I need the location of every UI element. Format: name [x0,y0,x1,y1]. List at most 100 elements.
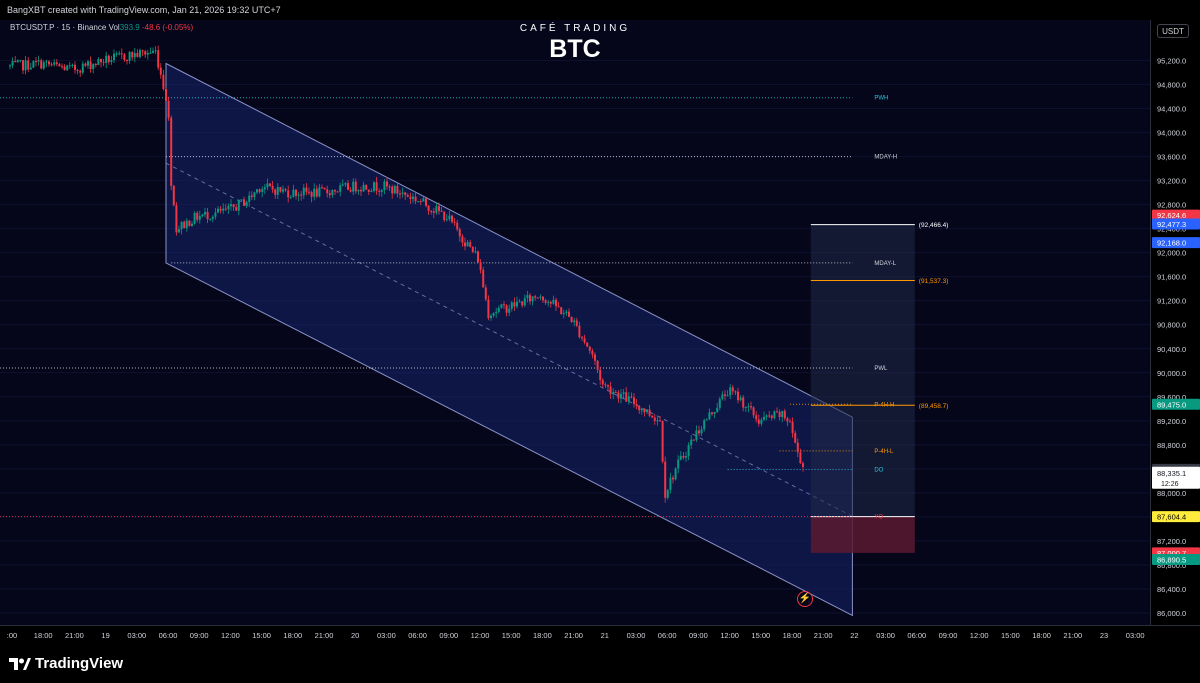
time-tick: 19 [101,631,109,640]
candle-body [601,379,604,385]
price-tick: 92,000.0 [1157,249,1186,258]
candle-body [770,415,773,419]
candle-body [482,269,485,288]
lightning-icon[interactable]: ⚡ [797,591,813,607]
price-tick: 87,200.0 [1157,537,1186,546]
candle-body [638,405,641,411]
candle-body [279,187,282,192]
time-axis[interactable]: :00 18:00 21:00 19 03:00 06:00 09:00 12:00 15:00… [0,625,1200,643]
candle-body [625,392,628,402]
candle-body [185,220,188,229]
candle-body [313,188,316,197]
candle-body [24,60,27,71]
time-tick: 12:00 [970,631,989,640]
candle-body [40,60,43,69]
topbar: BangXBT created with TradingView.com, Ja… [0,0,1200,20]
candle-body [141,50,144,52]
candle-body [531,296,534,302]
candle-body [167,100,170,118]
candle-body [250,195,253,198]
candle-body [427,205,430,211]
candle-body [375,182,378,191]
chart-area[interactable]: (92,466.4) (91,537.3) (89,458.7) PWH MDAY-H M… [0,20,1150,625]
time-tick: 12:00 [471,631,490,640]
price-axis-canvas: 95,200.0 94,800.0 94,400.0 94,000.0 93,600.0… [1152,57,1200,618]
candle-body [318,187,321,197]
time-tick: 18:00 [34,631,53,640]
candle-body [477,251,479,263]
candle-body [666,490,669,498]
currency-button[interactable]: USDT [1157,24,1189,38]
axis-price-tag-label: 92,477.3 [1157,220,1186,229]
candle-body [474,251,477,253]
price-tick: 94,400.0 [1157,105,1186,114]
candle-body [261,189,264,192]
price-tick: 94,000.0 [1157,129,1186,138]
time-tick: 21:00 [1063,631,1082,640]
target-zone [810,224,915,517]
candle-body [773,411,776,419]
candle-body [328,193,331,196]
candle-body [71,64,74,66]
candle-body [198,215,201,220]
candle-body [84,63,87,66]
candle-body [500,304,503,308]
target-label: (91,537.3) [919,278,949,285]
countdown-label: 12:26 [1161,481,1179,488]
candle-body [614,391,617,393]
tradingview-logo[interactable]: TradingView [9,655,123,672]
legend-symbol: BTCUSDT.P · 15 · Binance [10,23,107,32]
candle-body [310,192,313,197]
candle-body [32,60,35,68]
candle-body [586,342,589,347]
candle-body [102,62,105,64]
candle-body [248,195,251,202]
candle-body [789,421,791,423]
candle-body [544,300,547,303]
price-axis[interactable]: USDT 95,200.0 94,800.0 94,400.0 94,000.0 93,… [1150,20,1200,625]
candle-body [568,311,570,317]
candle-body [713,412,716,414]
candle-body [284,189,287,191]
candle-body [799,452,802,464]
candle-body [302,187,305,196]
time-axis-canvas: :00 18:00 21:00 19 03:00 06:00 09:00 12:00 15:00… [7,631,1145,640]
price-tick: 90,400.0 [1157,345,1186,354]
candle-body [297,194,300,196]
candle-body [640,408,643,411]
candle-body [594,354,596,361]
symbol-legend[interactable]: BTCUSDT.P · 15 · Binance Vol393.9 -48.6 … [10,23,193,32]
candle-body [620,393,622,399]
candle-body [560,307,563,315]
candle-body [622,392,625,394]
candle-body [490,315,492,319]
candle-body [768,415,771,417]
candle-body [555,299,557,307]
axis-price-tag [1152,218,1200,230]
chart-canvas[interactable]: (92,466.4) (91,537.3) (89,458.7) PWH MDAY-H M… [0,20,1150,625]
candle-body [214,212,217,217]
candle-body [14,60,17,63]
candle-body [396,185,399,194]
legend-change: -48.6 (-0.05%) [141,23,194,32]
axis-price-tag [1152,398,1200,410]
candle-body [672,477,674,480]
candle-body [776,411,778,413]
candle-body [630,396,633,398]
candle-body [263,187,266,190]
candle-body [193,212,196,224]
candle-body [365,184,368,190]
candle-body [510,302,513,309]
candle-body [744,407,747,409]
candle-body [76,69,79,71]
time-tick: 06:00 [658,631,677,640]
candle-body [565,311,568,314]
candle-body [461,236,464,243]
candle-body [458,229,461,237]
time-tick: 12:00 [720,631,739,640]
time-tick: 18:00 [783,631,802,640]
candle-body [68,65,71,67]
candle-body [542,296,544,301]
price-tick: 89,200.0 [1157,417,1186,426]
axis-price-tag-label: 87,000.7 [1157,549,1186,558]
